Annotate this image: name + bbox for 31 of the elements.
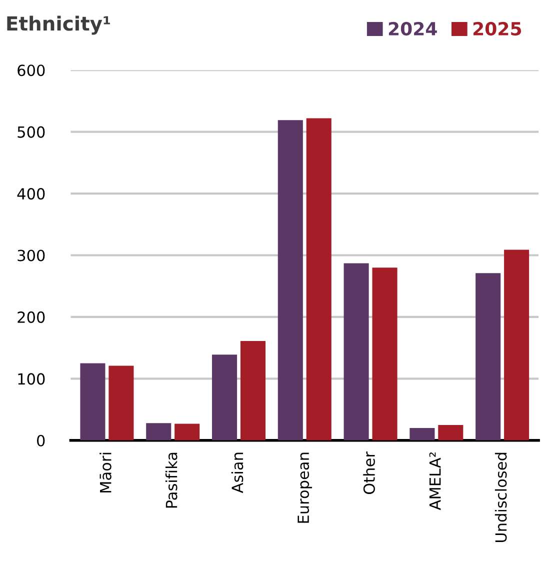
- x-tick-label: Other: [363, 451, 375, 494]
- y-tick-label: 0: [37, 434, 45, 446]
- x-tick-label: AMELA²: [429, 452, 441, 510]
- y-tick-label: 100: [18, 373, 45, 385]
- bar: [410, 428, 435, 440]
- bar: [278, 120, 303, 440]
- bar: [372, 268, 398, 440]
- bar: [174, 424, 200, 440]
- legend-label: 2025: [473, 22, 522, 36]
- y-tick-label: 200: [18, 311, 45, 323]
- bar: [344, 263, 369, 440]
- x-tick-label: Undisclosed: [494, 452, 507, 542]
- bar: [306, 118, 332, 440]
- y-tick-label: 500: [18, 126, 45, 138]
- bar: [438, 424, 464, 440]
- bar: [212, 354, 238, 440]
- bar: [504, 250, 530, 440]
- x-tick-label: European: [298, 452, 312, 523]
- legend-label: 2024: [388, 22, 437, 36]
- chart-title: Ethnicity¹: [7, 16, 110, 35]
- bar: [108, 366, 134, 440]
- bar: [240, 341, 266, 440]
- y-tick-label: 400: [17, 188, 45, 200]
- bar: [80, 363, 106, 440]
- x-tick-label: Māori: [100, 452, 112, 492]
- bar: [146, 423, 172, 440]
- x-tick-label: Pasifika: [165, 452, 178, 508]
- bar: [476, 273, 501, 440]
- y-tick-label: 600: [18, 64, 45, 76]
- x-tick-label: Asian: [231, 452, 244, 494]
- y-tick-label: 300: [18, 250, 45, 262]
